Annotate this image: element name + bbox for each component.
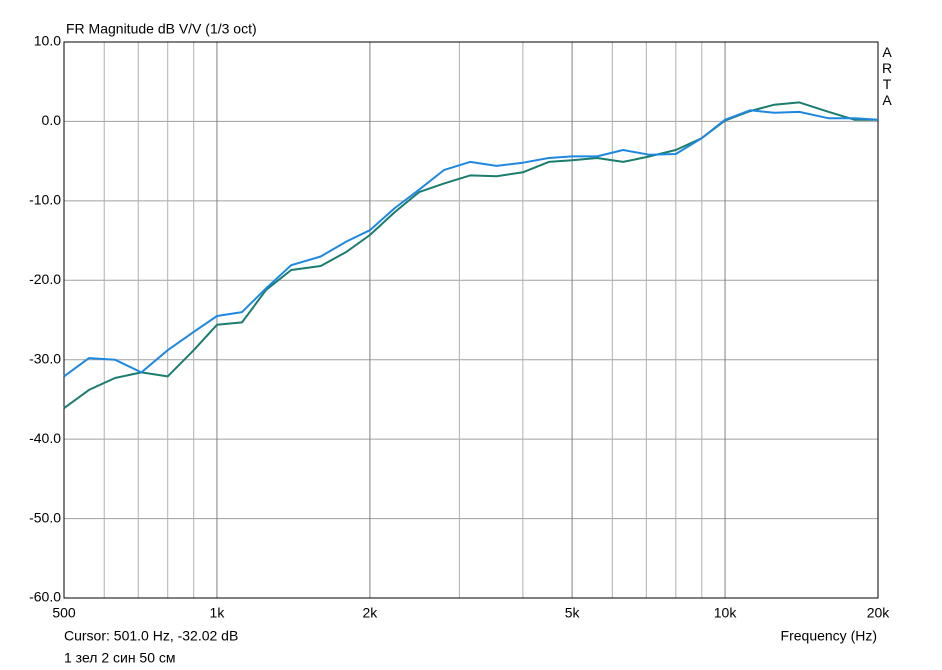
note: 1 зел 2 син 50 см	[64, 650, 176, 666]
x-tick-label: 10k	[714, 605, 738, 621]
x-tick-label: 1k	[210, 605, 226, 621]
y-tick-label: -10.0	[29, 192, 61, 208]
chart-title: FR Magnitude dB V/V (1/3 oct)	[66, 21, 257, 37]
brand-label: ARTA	[881, 44, 893, 108]
x-tick-label: 2k	[363, 605, 379, 621]
y-tick-label: -50.0	[29, 509, 61, 525]
cursor-readout: Cursor: 501.0 Hz, -32.02 dB	[64, 628, 238, 644]
y-tick-label: -40.0	[29, 430, 61, 446]
x-tick-label: 20k	[867, 605, 891, 621]
x-axis-label: Frequency (Hz)	[781, 628, 877, 644]
series-line	[63, 109, 879, 378]
x-tick-label: 500	[52, 605, 76, 621]
y-tick-label: 0.0	[42, 112, 62, 128]
x-tick-label: 5k	[565, 605, 581, 621]
plot-frame	[63, 41, 879, 599]
y-tick-label: 10.0	[34, 33, 61, 49]
y-tick-label: -30.0	[29, 350, 61, 366]
y-tick-label: -20.0	[29, 271, 61, 287]
series-line	[63, 101, 878, 410]
y-tick-label: -60.0	[29, 589, 61, 605]
